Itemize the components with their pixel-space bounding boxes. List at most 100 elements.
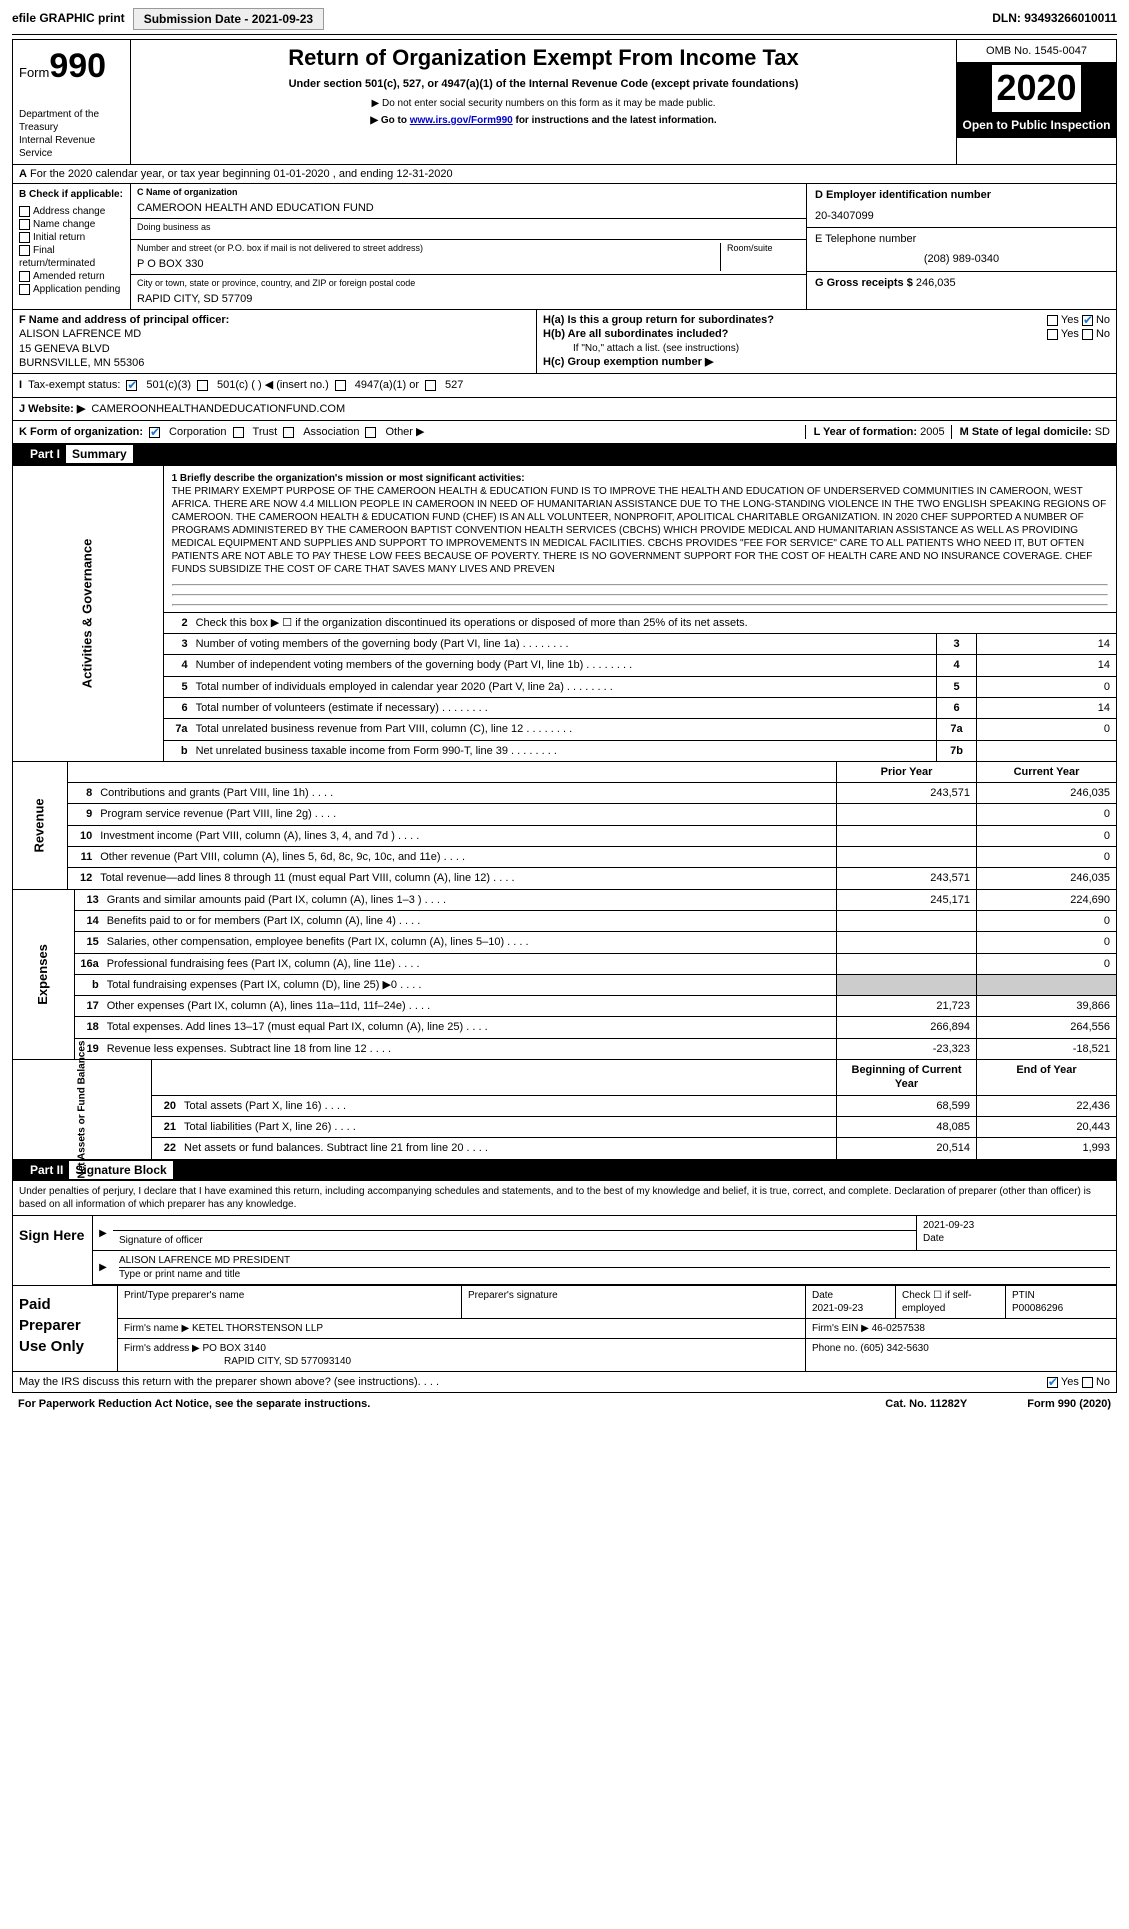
dln-label: DLN: 93493266010011: [992, 11, 1117, 27]
line-11-current: 0: [976, 847, 1116, 867]
topbar: efile GRAPHIC print Submission Date - 20…: [12, 8, 1117, 35]
current-year-hdr: Current Year: [976, 762, 1116, 782]
ha-no-checkbox[interactable]: [1082, 315, 1093, 326]
application-pending-checkbox[interactable]: [19, 284, 30, 295]
line-17-current: 39,866: [976, 996, 1116, 1016]
line-18-current: 264,556: [976, 1017, 1116, 1037]
line-15-prior: [836, 932, 976, 952]
cat-no: Cat. No. 11282Y: [885, 1397, 967, 1411]
line-20-current: 22,436: [976, 1096, 1116, 1116]
line-9-prior: [836, 804, 976, 824]
inspection-label: Open to Public Inspection: [957, 114, 1116, 138]
initial-return-checkbox[interactable]: [19, 232, 30, 243]
a-line: A For the 2020 calendar year, or tax yea…: [12, 165, 1117, 184]
form-prefix: Form: [19, 65, 49, 80]
prior-year-hdr: Prior Year: [836, 762, 976, 782]
amended-return-checkbox[interactable]: [19, 271, 30, 282]
sign-here-label: Sign Here: [13, 1216, 93, 1285]
paid-preparer-label: Paid Preparer Use Only: [13, 1286, 118, 1371]
line-19-current: -18,521: [976, 1039, 1116, 1059]
phone: (208) 989-0340: [815, 252, 1108, 266]
pra-notice: For Paperwork Reduction Act Notice, see …: [18, 1397, 370, 1411]
527-checkbox[interactable]: [425, 380, 436, 391]
part2-header: Part IISignature Block: [12, 1160, 1117, 1182]
section-h: H(a) Is this a group return for subordin…: [536, 310, 1116, 373]
gross-receipts: 246,035: [916, 277, 956, 289]
exp-sidebar: Expenses: [35, 944, 52, 1005]
state-domicile: SD: [1095, 426, 1110, 438]
ssn-note: ▶ Do not enter social security numbers o…: [137, 97, 950, 110]
line-22-prior: 20,514: [836, 1138, 976, 1158]
rev-sidebar: Revenue: [32, 798, 49, 852]
ptin: P00086296: [1012, 1303, 1063, 1314]
form-number: 990: [49, 47, 106, 85]
hb-yes-checkbox[interactable]: [1047, 329, 1058, 340]
line-10-prior: [836, 826, 976, 846]
trust-checkbox[interactable]: [233, 427, 244, 438]
line-9-current: 0: [976, 804, 1116, 824]
ein: 20-3407099: [815, 209, 1108, 223]
line-3-value: 14: [976, 634, 1116, 654]
section-b: B Check if applicable: Address change Na…: [13, 184, 131, 309]
officer-signed-name: ALISON LAFRENCE MD PRESIDENT: [119, 1255, 290, 1266]
officer-addr2: BURNSVILLE, MN 55306: [19, 357, 144, 369]
line-b-prior: [836, 975, 976, 995]
line-4-value: 14: [976, 655, 1116, 675]
hb-no-checkbox[interactable]: [1082, 329, 1093, 340]
address-change-checkbox[interactable]: [19, 206, 30, 217]
part1-header: Part ISummary: [12, 444, 1117, 466]
final-return-checkbox[interactable]: [19, 245, 30, 256]
corporation-checkbox[interactable]: [149, 427, 160, 438]
form-title: Return of Organization Exempt From Incom…: [137, 44, 950, 73]
name-change-checkbox[interactable]: [19, 219, 30, 230]
omb-number: OMB No. 1545-0047: [957, 40, 1116, 63]
form-footer: Form 990 (2020): [1027, 1397, 1111, 1411]
org-name: CAMEROON HEALTH AND EDUCATION FUND: [137, 201, 800, 215]
sig-date: 2021-09-23: [923, 1220, 974, 1231]
gov-sidebar: Activities & Governance: [79, 539, 96, 689]
officer-name: ALISON LAFRENCE MD: [19, 328, 141, 340]
officer-addr1: 15 GENEVA BLVD: [19, 343, 110, 355]
line-17-prior: 21,723: [836, 996, 976, 1016]
discuss-no-checkbox[interactable]: [1082, 1377, 1093, 1388]
discuss-yes-checkbox[interactable]: [1047, 1377, 1058, 1388]
form-subtitle: Under section 501(c), 527, or 4947(a)(1)…: [137, 77, 950, 91]
line-16a-current: 0: [976, 954, 1116, 974]
line-7a-value: 0: [976, 719, 1116, 739]
boy-hdr: Beginning of Current Year: [836, 1060, 976, 1095]
prep-date: 2021-09-23: [812, 1303, 863, 1314]
line-13-current: 224,690: [976, 890, 1116, 910]
4947-checkbox[interactable]: [335, 380, 346, 391]
firm-phone: (605) 342-5630: [860, 1343, 928, 1354]
line-13-prior: 245,171: [836, 890, 976, 910]
association-checkbox[interactable]: [283, 427, 294, 438]
sig-arrow-icon: ▶: [93, 1251, 113, 1284]
efile-label: efile GRAPHIC print: [12, 11, 125, 27]
line-22-current: 1,993: [976, 1138, 1116, 1158]
line-8-prior: 243,571: [836, 783, 976, 803]
firm-addr: PO BOX 3140: [203, 1343, 266, 1354]
submission-date-button[interactable]: Submission Date - 2021-09-23: [133, 8, 324, 30]
501c-checkbox[interactable]: [197, 380, 208, 391]
line-14-current: 0: [976, 911, 1116, 931]
website: CAMEROONHEALTHANDEDUCATIONFUND.COM: [91, 402, 345, 416]
ha-yes-checkbox[interactable]: [1047, 315, 1058, 326]
irs-link[interactable]: www.irs.gov/Form990: [410, 115, 513, 126]
line-10-current: 0: [976, 826, 1116, 846]
form-header: Form990 Department of the Treasury Inter…: [12, 39, 1117, 165]
section-f: F Name and address of principal officer:…: [13, 310, 536, 373]
line-12-current: 246,035: [976, 868, 1116, 888]
mission-text: THE PRIMARY EXEMPT PURPOSE OF THE CAMERO…: [172, 486, 1107, 575]
penalties-text: Under penalties of perjury, I declare th…: [13, 1181, 1116, 1215]
goto-note: ▶ Go to www.irs.gov/Form990 for instruct…: [137, 114, 950, 127]
501c3-checkbox[interactable]: [126, 380, 137, 391]
line-5-value: 0: [976, 677, 1116, 697]
line-b-value: [976, 741, 1116, 761]
line-14-prior: [836, 911, 976, 931]
line-20-prior: 68,599: [836, 1096, 976, 1116]
line-21-prior: 48,085: [836, 1117, 976, 1137]
line-8-current: 246,035: [976, 783, 1116, 803]
line-12-prior: 243,571: [836, 868, 976, 888]
line-18-prior: 266,894: [836, 1017, 976, 1037]
other-checkbox[interactable]: [365, 427, 376, 438]
